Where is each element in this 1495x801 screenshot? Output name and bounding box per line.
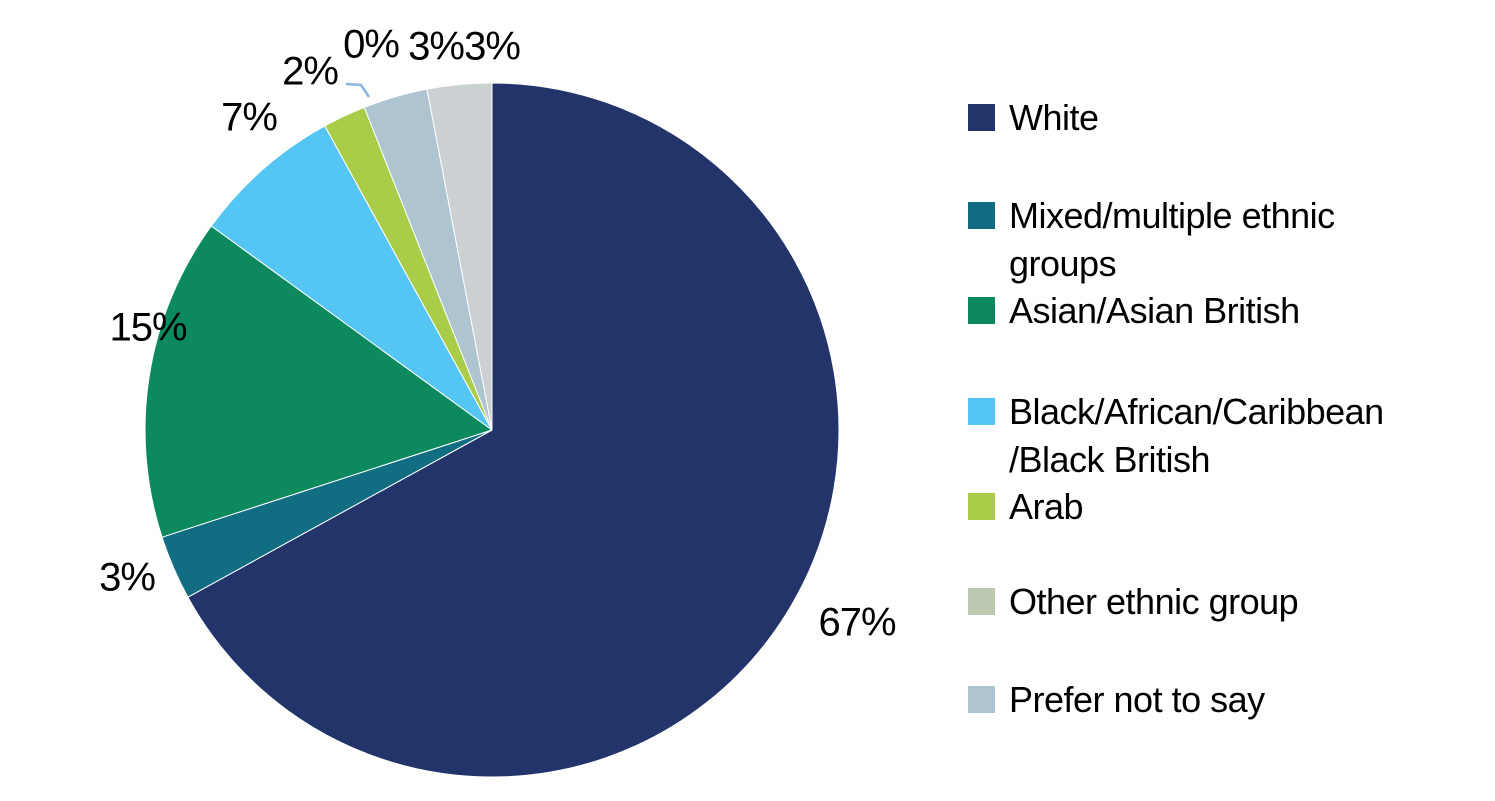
- data-label-black-african-caribbean-black-british: 7%: [221, 95, 278, 140]
- legend-label-line: Other ethnic group: [1009, 581, 1299, 622]
- legend-item-asian-asian-british: Asian/Asian British: [968, 287, 1300, 335]
- data-label-other-ethnic-group: 0%: [343, 22, 400, 67]
- legend-swatch-icon: [968, 104, 995, 131]
- legend-label-line: Arab: [1009, 486, 1084, 527]
- legend-item-black-african-caribbean-black-british: Black/African/Caribbean/Black British: [968, 388, 1384, 484]
- data-label-prefer-not-to-say: 3%: [408, 24, 465, 69]
- legend-label: Arab: [1009, 483, 1084, 531]
- legend-label-line: groups: [1009, 243, 1117, 284]
- legend-label: Mixed/multiple ethnic groups: [1009, 192, 1335, 288]
- data-label-arab: 2%: [282, 49, 339, 94]
- legend-label-line: Mixed/multiple ethnic: [1009, 195, 1335, 236]
- data-label-mixed-multiple-ethnic-groups: 3%: [99, 555, 156, 600]
- data-label-unlabeled-8: 3%: [464, 24, 521, 69]
- legend-item-arab: Arab: [968, 483, 1084, 531]
- legend-item-white: White: [968, 94, 1099, 142]
- zero-percent-leader-line: [345, 82, 371, 98]
- legend-label-line: Black/African/Caribbean: [1009, 391, 1384, 432]
- pie-slice-black-african-caribbean-black-british: [210, 125, 493, 431]
- legend-label-line: White: [1009, 97, 1099, 138]
- pie-slice-unlabeled-8: [426, 82, 493, 431]
- legend-swatch-icon: [968, 588, 995, 615]
- legend-item-prefer-not-to-say: Prefer not to say: [968, 676, 1265, 724]
- legend-item-mixed-multiple-ethnic-groups: Mixed/multiple ethnic groups: [968, 192, 1335, 288]
- legend-label: Other ethnic group: [1009, 578, 1299, 626]
- legend-label: Prefer not to say: [1009, 676, 1265, 724]
- legend-swatch-icon: [968, 398, 995, 425]
- legend-label-line: /Black British: [1009, 439, 1211, 480]
- legend-swatch-icon: [968, 297, 995, 324]
- legend-swatch-icon: [968, 686, 995, 713]
- legend-item-other-ethnic-group: Other ethnic group: [968, 578, 1299, 626]
- legend-label: Black/African/Caribbean/Black British: [1009, 388, 1384, 484]
- pie-slice-white: [187, 82, 840, 778]
- legend-label-line: Prefer not to say: [1009, 679, 1265, 720]
- pie-slice-asian-asian-british: [144, 225, 493, 538]
- legend-label-line: Asian/Asian British: [1009, 290, 1300, 331]
- data-label-white: 67%: [818, 600, 896, 645]
- legend-label: Asian/Asian British: [1009, 287, 1300, 335]
- legend-swatch-icon: [968, 202, 995, 229]
- legend-label: White: [1009, 94, 1099, 142]
- legend-swatch-icon: [968, 493, 995, 520]
- data-label-asian-asian-british: 15%: [109, 305, 187, 350]
